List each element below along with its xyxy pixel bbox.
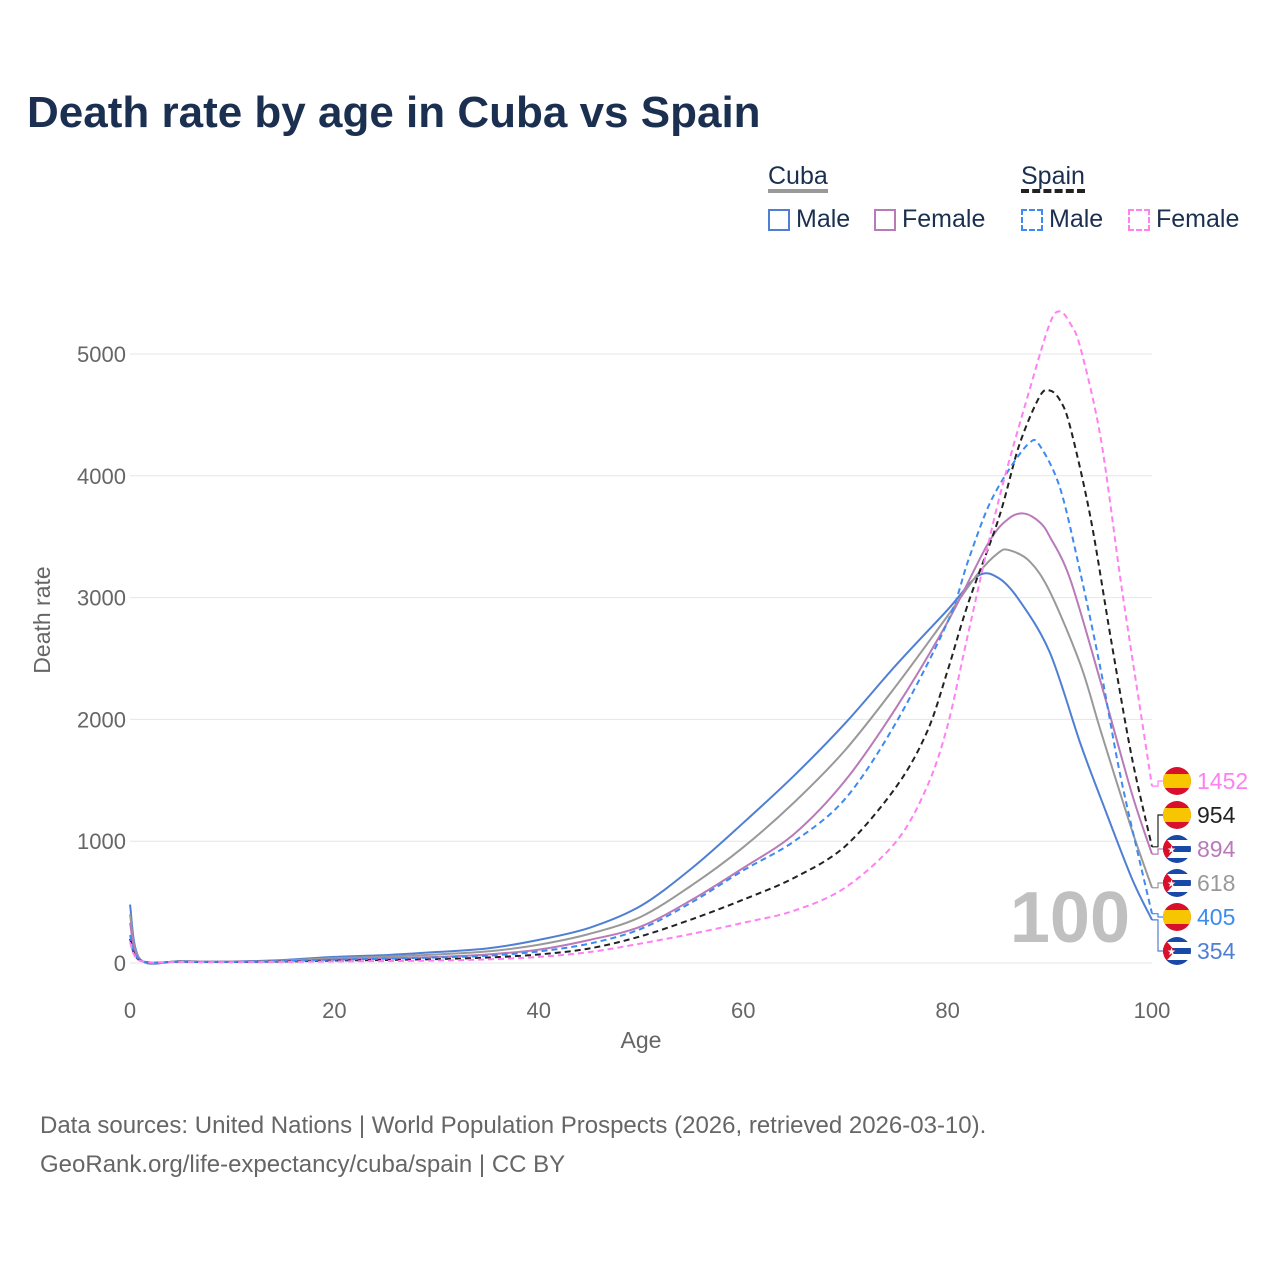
end-value-label: 618 [1197, 870, 1235, 896]
leader-line [1152, 919, 1163, 952]
leader-line [1152, 814, 1163, 848]
series-line-cuba-total[interactable] [129, 548, 1153, 965]
spain-flag-icon [1162, 766, 1192, 796]
legend-label: Female [1156, 205, 1240, 233]
y-tick-label: 0 [114, 951, 126, 976]
spain-flag-icon [1162, 800, 1192, 830]
series-line-spain-male[interactable] [129, 438, 1153, 964]
leader-line [1152, 848, 1163, 855]
y-tick-label: 5000 [77, 342, 126, 367]
end-value-label: 354 [1197, 938, 1236, 964]
data-source-text: Data sources: United Nations | World Pop… [40, 1112, 987, 1139]
cuba-flag-icon [1162, 834, 1192, 864]
end-value-label: 405 [1197, 904, 1235, 930]
end-value-label: 894 [1197, 836, 1236, 862]
legend-spain-male[interactable]: Male [1021, 205, 1103, 234]
series-line-cuba-female[interactable] [129, 512, 1153, 965]
series-line-cuba-male[interactable] [129, 572, 1153, 965]
x-tick-label: 20 [322, 998, 346, 1023]
leader-line [1152, 882, 1163, 889]
leader-line [1152, 913, 1163, 918]
legend-label: Female [902, 205, 986, 233]
legend-swatch [874, 208, 896, 231]
legend-label: Male [796, 205, 851, 233]
legend-group-cuba: Cuba [768, 163, 828, 193]
footer: Data sources: United Nations | World Pop… [40, 1106, 986, 1184]
x-tick-label: 40 [527, 998, 551, 1023]
spain-flag-icon [1162, 902, 1192, 932]
cuba-flag-icon [1162, 868, 1192, 898]
leader-line [1152, 780, 1163, 787]
legend-swatch [1128, 208, 1150, 231]
legend-label: Male [1049, 205, 1104, 233]
x-tick-label: 0 [124, 998, 136, 1023]
x-tick-label: 100 [1134, 998, 1171, 1023]
legend-swatch [768, 208, 790, 231]
chart-title: Death rate by age in Cuba vs Spain [27, 88, 761, 137]
legend-cuba-female[interactable]: Female [874, 205, 985, 234]
y-axis-label: Death rate [29, 566, 55, 673]
legend-swatch [1021, 208, 1043, 231]
legend-cuba-male[interactable]: Male [768, 205, 850, 234]
x-tick-label: 60 [731, 998, 755, 1023]
y-tick-label: 1000 [77, 829, 126, 854]
series-line-spain-female[interactable] [129, 310, 1153, 964]
legend-spain-female[interactable]: Female [1128, 205, 1239, 234]
x-axis-label: Age [621, 1027, 662, 1053]
year-annotation: 100 [1010, 878, 1130, 958]
source-link[interactable]: GeoRank.org/life-expectancy/cuba/spain |… [40, 1151, 566, 1178]
y-tick-label: 4000 [77, 464, 126, 489]
end-value-label: 1452 [1197, 768, 1248, 794]
legend-group-spain: Spain [1021, 163, 1085, 193]
y-tick-label: 2000 [77, 707, 126, 732]
end-value-label: 954 [1197, 802, 1236, 828]
cuba-flag-icon [1162, 936, 1192, 966]
x-tick-label: 80 [935, 998, 959, 1023]
y-tick-label: 3000 [77, 586, 126, 611]
